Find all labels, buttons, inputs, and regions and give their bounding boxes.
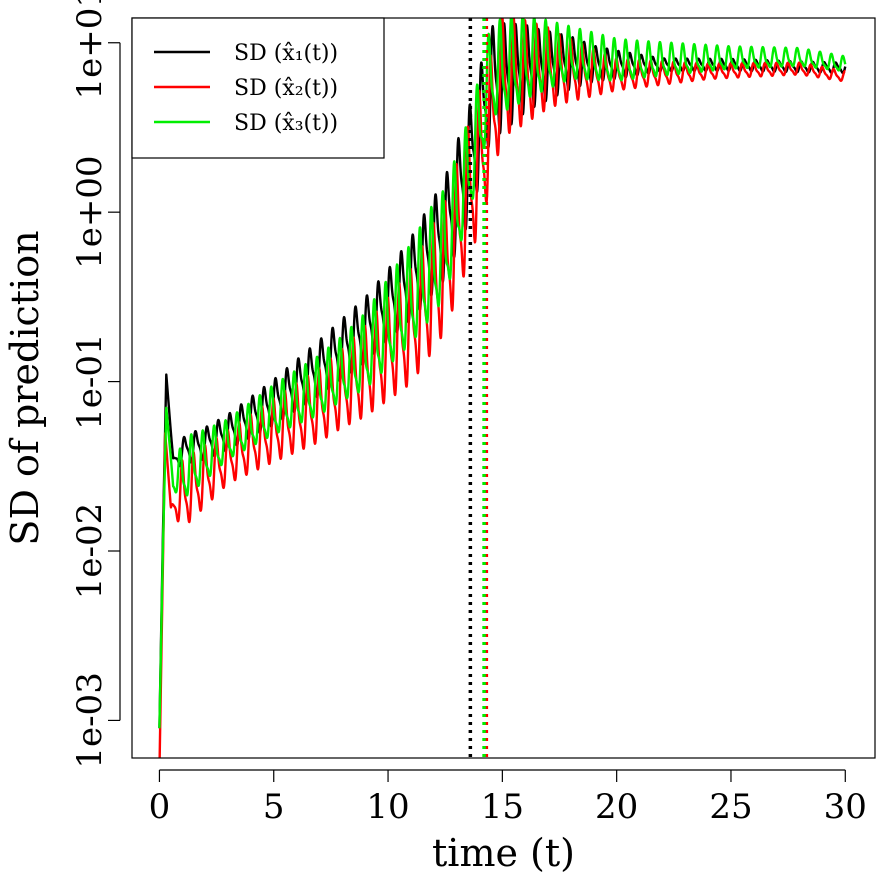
x-tick-label-15: 15: [481, 787, 524, 827]
series-layer: [158, 18, 847, 758]
x-tick-label-5: 5: [263, 787, 285, 827]
y-tick-label-2: 1e-01: [70, 333, 110, 430]
y-tick-label-4: 1e+01: [70, 0, 110, 100]
x-tick-label-25: 25: [709, 787, 752, 827]
plot-frame: [131, 17, 876, 759]
series-line-3: [158, 18, 847, 729]
legend-label-2: SD (x̂₂(t)): [234, 76, 338, 101]
y-axis: 1e-03 1e-02 1e-01 1e+00 1e+01: [70, 0, 121, 769]
plot-area: [158, 18, 847, 758]
x-axis: 0 5 10 15 20 25 30: [149, 769, 867, 827]
x-tick-label-20: 20: [595, 787, 638, 827]
y-tick-label-3: 1e+00: [70, 155, 110, 269]
x-tick-label-0: 0: [149, 787, 171, 827]
y-tick-label-0: 1e-03: [70, 672, 110, 769]
legend-label-1: SD (x̂₁(t)): [234, 41, 338, 66]
legend: SD (x̂₁(t)) SD (x̂₂(t)) SD (x̂₃(t)): [131, 17, 385, 159]
x-axis-title: time (t): [432, 831, 575, 875]
y-axis-title: SD of prediction: [3, 230, 47, 545]
legend-label-3: SD (x̂₃(t)): [234, 111, 338, 136]
y-tick-label-1: 1e-02: [70, 503, 110, 600]
x-tick-label-10: 10: [366, 787, 409, 827]
x-tick-label-30: 30: [824, 787, 867, 827]
